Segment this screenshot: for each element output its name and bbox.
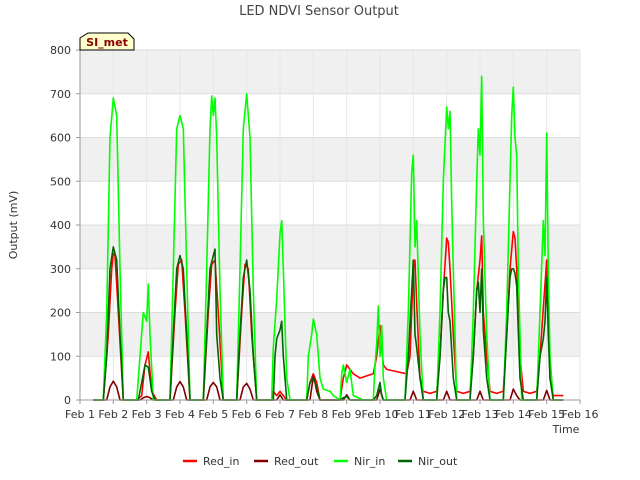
y-tick-label: 700 — [50, 88, 71, 101]
plot-band — [80, 137, 580, 182]
y-tick-label: 0 — [64, 394, 71, 407]
plot-band — [80, 50, 580, 94]
plot-band — [80, 225, 580, 269]
y-tick-label: 100 — [50, 350, 71, 363]
site-label-text: SI_met — [86, 36, 128, 49]
chart-title: LED NDVI Sensor Output — [239, 4, 399, 19]
x-tick-label: Feb 1 — [65, 408, 95, 421]
plot-band — [80, 93, 580, 138]
y-axis-label: Output (mV) — [7, 191, 20, 260]
legend-label-red-in: Red_in — [203, 455, 239, 468]
x-tick-label: Feb 2 — [98, 408, 128, 421]
x-tick-label: Feb 14 — [495, 408, 532, 421]
y-tick-label: 500 — [50, 175, 71, 188]
x-tick-label: Feb 10 — [362, 408, 399, 421]
x-tick-label: Feb 4 — [165, 408, 195, 421]
site-label-shape — [79, 32, 135, 51]
plot-background-bands — [80, 50, 580, 400]
series-line-nir-in — [93, 75, 564, 401]
plot-band — [80, 181, 580, 225]
plot-band — [80, 268, 580, 313]
y-tick-label: 600 — [50, 132, 71, 145]
x-tick-label: Feb 9 — [332, 408, 362, 421]
series-line-nir-out — [93, 246, 564, 401]
legend-label-nir-in: Nir_in — [354, 455, 385, 468]
y-tick-label: 400 — [50, 219, 71, 232]
y-tick-label: 800 — [50, 44, 71, 57]
x-tick-label: Feb 7 — [265, 408, 295, 421]
y-tick-label: 300 — [50, 263, 71, 276]
legend-label-red-out: Red_out — [274, 455, 319, 468]
x-tick-label: Feb 6 — [232, 408, 262, 421]
x-axis-label: Time — [552, 423, 580, 436]
site-label-box: SI_met — [79, 32, 135, 51]
y-tick-label: 200 — [50, 307, 71, 320]
x-tick-label: Feb 8 — [298, 408, 328, 421]
x-tick-label: Feb 11 — [395, 408, 432, 421]
plot-band — [80, 312, 580, 357]
x-tick-label: Feb 13 — [462, 408, 499, 421]
x-tick-label: Feb 15 — [528, 408, 565, 421]
legend-label-nir-out: Nir_out — [418, 455, 458, 468]
x-tick-label: Feb 12 — [428, 408, 465, 421]
x-tick-label: Feb 3 — [132, 408, 162, 421]
x-axis-ticks: Feb 1 Feb 2 Feb 3 Feb 4 Feb 5 Feb 6 Feb 7 Feb 8… — [65, 400, 598, 421]
y-axis-ticks: 0 100 200 300 400 500 600 700 800 — [50, 44, 80, 407]
x-tick-label: Feb 16 — [562, 408, 599, 421]
series-line-red-in — [93, 230, 564, 401]
x-tick-label: Feb 5 — [198, 408, 228, 421]
legend: Red_in Red_out Nir_in Nir_out — [183, 455, 458, 468]
